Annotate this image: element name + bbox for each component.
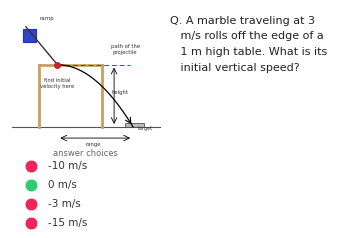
Text: target: target xyxy=(138,126,153,131)
Text: -10 m/s: -10 m/s xyxy=(48,161,87,171)
Bar xyxy=(125,123,144,127)
Text: range: range xyxy=(86,142,102,147)
Text: -15 m/s: -15 m/s xyxy=(48,218,88,228)
Text: 0 m/s: 0 m/s xyxy=(48,180,77,190)
Text: -3 m/s: -3 m/s xyxy=(48,199,81,209)
Bar xyxy=(23,29,36,42)
Text: answer choices: answer choices xyxy=(53,149,118,158)
Text: path of the
projectile: path of the projectile xyxy=(111,44,140,55)
Text: Q. A marble traveling at 3
   m/s rolls off the edge of a
   1 m high table. Wha: Q. A marble traveling at 3 m/s rolls off… xyxy=(170,16,327,73)
Text: ramp: ramp xyxy=(39,16,54,21)
Text: find initial
velocity here: find initial velocity here xyxy=(40,78,75,89)
Text: height: height xyxy=(112,90,129,95)
